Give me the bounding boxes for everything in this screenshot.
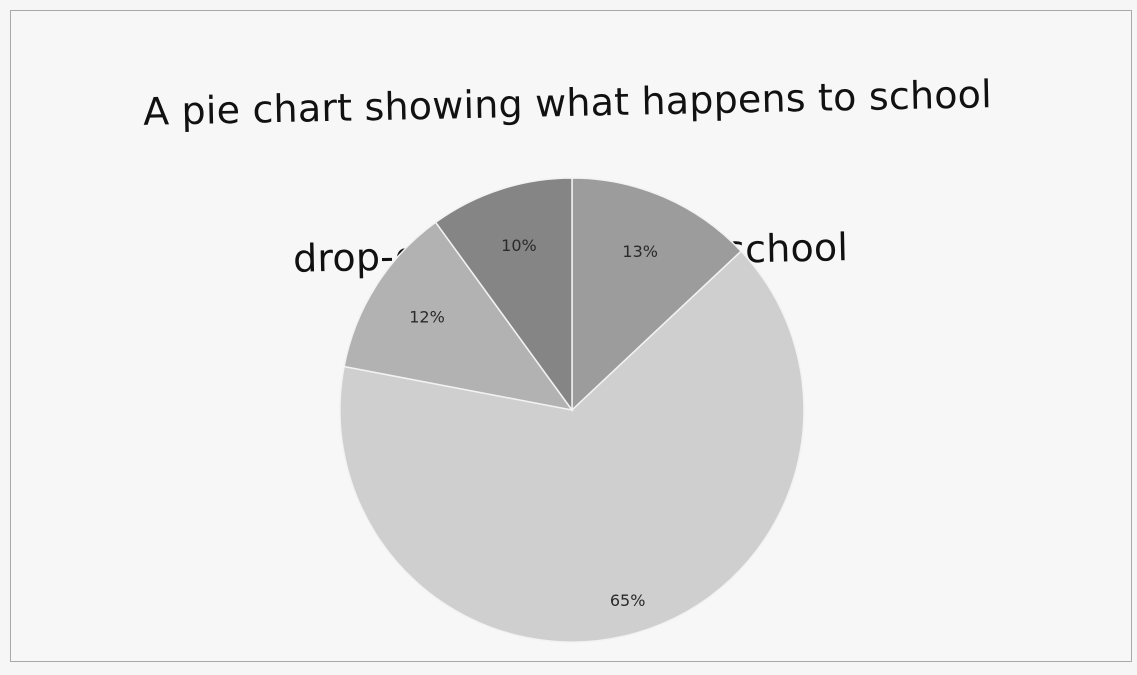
pie-label-10-percent: 10% [501, 236, 537, 255]
pie-slice-12-percent [343, 221, 574, 412]
pie-slice-13-percent [571, 177, 743, 412]
pie-label-12-percent: 12% [409, 308, 445, 327]
pie-slice-65-percent [339, 250, 805, 643]
pie-labels: 13% 65% 12% 10% [409, 236, 658, 610]
pie-slices [339, 177, 805, 643]
pie-slice-10-percent [434, 177, 573, 413]
pie-label-65-percent: 65% [610, 591, 646, 610]
pie-label-13-percent: 13% [622, 242, 658, 261]
